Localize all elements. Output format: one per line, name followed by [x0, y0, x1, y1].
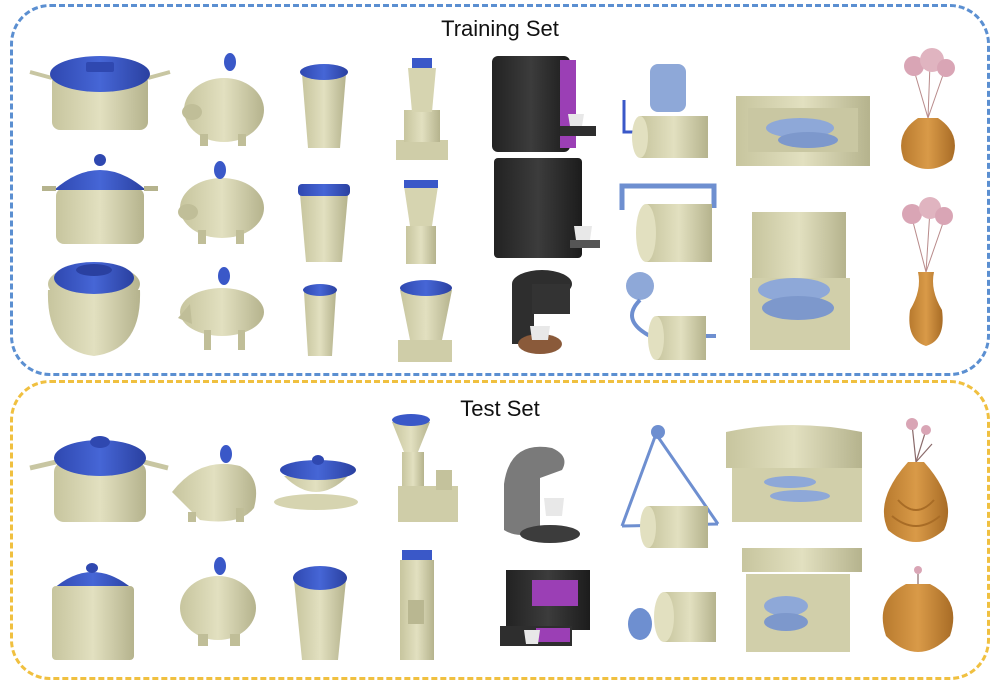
- grinder-icon: [400, 550, 434, 660]
- shoe-box-icon: [736, 96, 870, 166]
- training-set-title: Training Set: [441, 16, 559, 41]
- pot-icon: [29, 436, 169, 522]
- cup-icon: [298, 184, 350, 262]
- coffee-machine-icon: [494, 158, 600, 258]
- toilet-paper-holder-icon: [628, 592, 716, 642]
- test-set-panel: [10, 380, 990, 680]
- piggy-bank-icon: [172, 445, 257, 522]
- piggy-bank-icon: [178, 267, 264, 350]
- coffee-machine-icon: [504, 446, 580, 543]
- cup-icon: [300, 64, 348, 148]
- coffee-machine-icon: [512, 270, 572, 354]
- bowl-with-lid-icon: [274, 455, 358, 510]
- blender-icon: [404, 180, 438, 264]
- coffee-machine-icon: [500, 570, 590, 646]
- toilet-paper-holder-icon: [626, 272, 716, 360]
- pot-icon: [52, 563, 134, 660]
- pot-icon: [47, 262, 141, 356]
- piggy-bank-icon: [178, 161, 264, 244]
- pot-icon: [29, 56, 171, 130]
- vase-icon: [883, 418, 949, 542]
- blender-icon: [398, 280, 452, 362]
- cup-icon: [293, 566, 347, 660]
- blender-icon: [396, 58, 448, 160]
- test-set-title: Test Set: [460, 396, 540, 421]
- shoe-box-icon: [750, 212, 850, 350]
- coffee-machine-icon: [492, 56, 596, 152]
- shoe-box-icon: [726, 425, 862, 522]
- shoe-box-icon: [742, 548, 862, 652]
- piggy-bank-icon: [180, 557, 256, 646]
- vase-icon: [882, 566, 954, 652]
- toilet-paper-holder-icon: [619, 183, 717, 262]
- pot-icon: [42, 154, 158, 244]
- cup-icon: [303, 284, 337, 356]
- grinder-icon: [392, 414, 458, 522]
- vase-icon: [902, 197, 953, 346]
- vase-icon: [901, 48, 955, 169]
- training-set-panel: [10, 4, 990, 376]
- piggy-bank-icon: [182, 53, 264, 146]
- toilet-paper-holder-icon: [622, 64, 708, 158]
- toilet-paper-holder-icon: [620, 425, 720, 548]
